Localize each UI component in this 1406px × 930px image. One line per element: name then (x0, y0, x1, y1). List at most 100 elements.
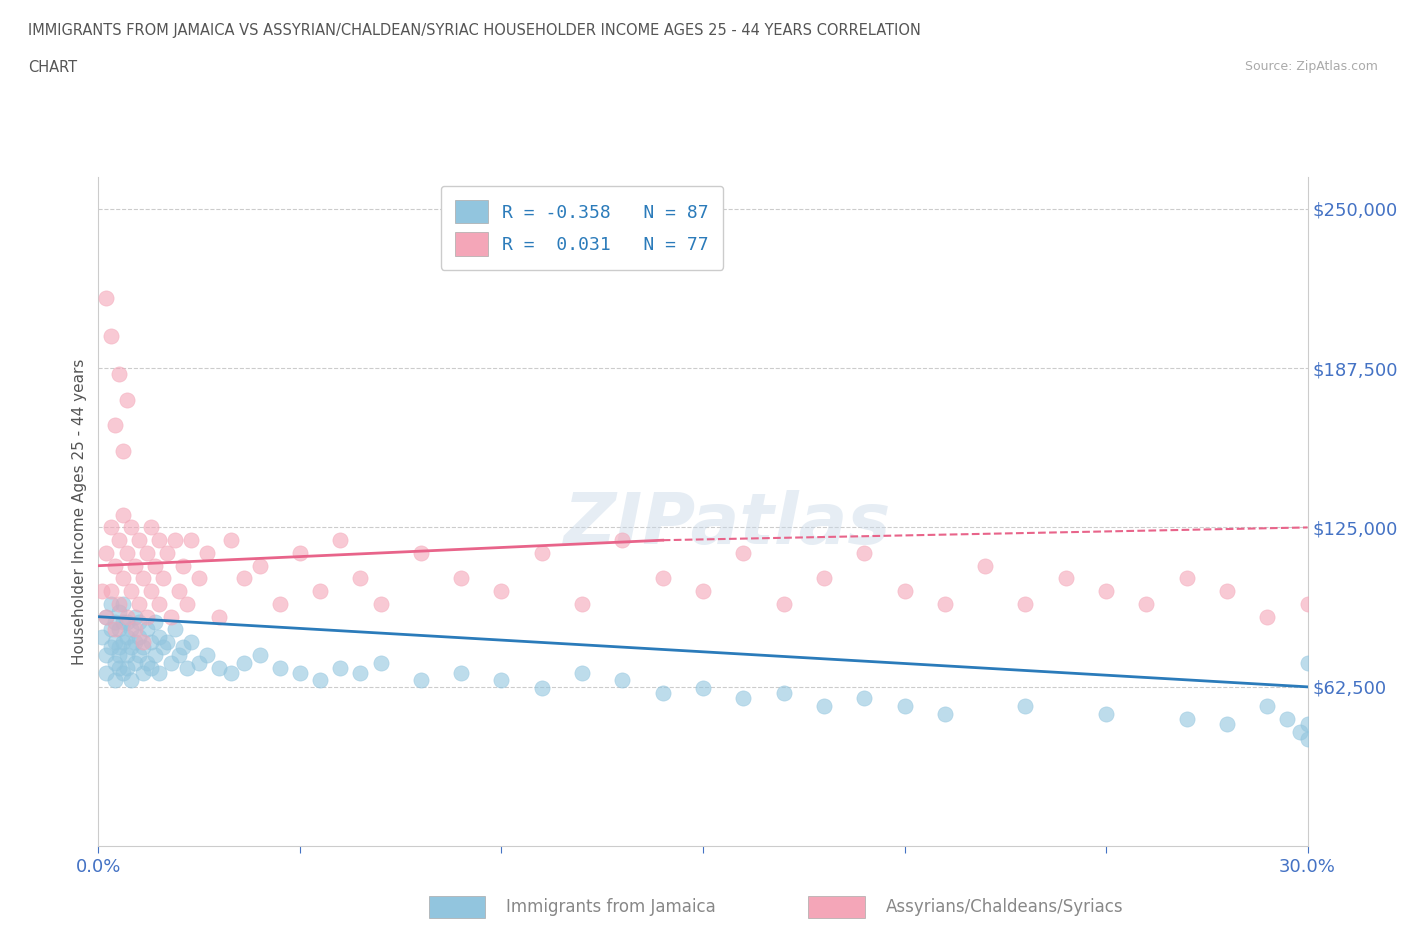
Point (152, 640, 174, 655)
Point (974, 558, 997, 573)
Point (128, 596, 150, 611)
Point (111, 507, 134, 522)
Point (120, 584, 142, 599)
Point (612, 673, 634, 688)
Y-axis label: Householder Income Ages 25 - 44 years: Householder Income Ages 25 - 44 years (72, 358, 87, 665)
Point (1296, 596, 1319, 611)
Point (221, 533, 243, 548)
Point (571, 665, 593, 680)
Point (692, 584, 714, 599)
Point (530, 681, 553, 696)
Point (100, 520, 122, 535)
Point (107, 660, 129, 675)
Point (100, 622, 122, 637)
Point (370, 656, 392, 671)
Point (692, 681, 714, 696)
Point (1256, 698, 1278, 713)
Point (450, 571, 472, 586)
Point (1277, 711, 1299, 726)
Point (115, 609, 138, 624)
Point (176, 660, 198, 675)
Point (733, 546, 755, 561)
Point (135, 546, 157, 561)
Point (139, 584, 162, 599)
Point (135, 609, 157, 624)
Point (115, 546, 138, 561)
Point (772, 596, 794, 611)
Point (124, 609, 146, 624)
Point (571, 596, 593, 611)
Point (103, 635, 125, 650)
Point (156, 546, 179, 561)
Point (1095, 584, 1118, 599)
Point (139, 520, 162, 535)
Point (107, 640, 129, 655)
Point (103, 673, 125, 688)
Point (152, 571, 174, 586)
Point (100, 328, 122, 343)
Point (143, 647, 166, 662)
Point (172, 558, 194, 573)
Point (128, 615, 150, 630)
Point (651, 685, 673, 700)
Point (100, 640, 122, 655)
Point (195, 647, 218, 662)
Point (148, 665, 170, 680)
Point (232, 571, 254, 586)
Point (115, 630, 138, 644)
Point (1288, 724, 1310, 739)
Point (107, 622, 129, 637)
Legend: R = -0.358   N = 87, R =  0.031   N = 77: R = -0.358 N = 87, R = 0.031 N = 77 (441, 186, 723, 270)
Point (1256, 609, 1278, 624)
Text: Assyrians/Chaldeans/Syriacs: Assyrians/Chaldeans/Syriacs (886, 897, 1123, 916)
Point (288, 665, 311, 680)
Point (124, 656, 146, 671)
Point (100, 584, 122, 599)
Point (409, 546, 432, 561)
Text: Source: ZipAtlas.com: Source: ZipAtlas.com (1244, 60, 1378, 73)
Point (893, 698, 915, 713)
Point (107, 604, 129, 619)
Point (120, 622, 142, 637)
Point (733, 691, 755, 706)
Point (409, 673, 432, 688)
Point (329, 660, 352, 675)
Point (195, 546, 218, 561)
Point (1296, 656, 1319, 671)
Point (269, 596, 291, 611)
Point (370, 596, 392, 611)
Point (96, 665, 118, 680)
Point (115, 647, 138, 662)
Point (491, 673, 513, 688)
Point (91, 584, 114, 599)
Point (139, 635, 162, 650)
Point (249, 647, 271, 662)
Point (115, 392, 138, 407)
Point (143, 615, 166, 630)
Point (124, 635, 146, 650)
Point (208, 609, 231, 624)
Point (309, 584, 332, 599)
Text: Immigrants from Jamaica: Immigrants from Jamaica (506, 897, 716, 916)
Point (1216, 584, 1239, 599)
Point (1014, 698, 1036, 713)
Point (450, 665, 472, 680)
Point (96, 647, 118, 662)
Point (853, 691, 876, 706)
Point (163, 533, 186, 548)
Point (139, 660, 162, 675)
Point (288, 546, 311, 561)
Point (853, 546, 876, 561)
Point (100, 596, 122, 611)
Point (1014, 596, 1036, 611)
Point (180, 533, 202, 548)
Point (232, 656, 254, 671)
Point (180, 635, 202, 650)
Point (128, 647, 150, 662)
Point (107, 533, 129, 548)
Point (148, 596, 170, 611)
Point (1054, 571, 1077, 586)
Point (349, 665, 371, 680)
Point (103, 558, 125, 573)
Text: IMMIGRANTS FROM JAMAICA VS ASSYRIAN/CHALDEAN/SYRIAC HOUSEHOLDER INCOME AGES 25 -: IMMIGRANTS FROM JAMAICA VS ASSYRIAN/CHAL… (28, 23, 921, 38)
